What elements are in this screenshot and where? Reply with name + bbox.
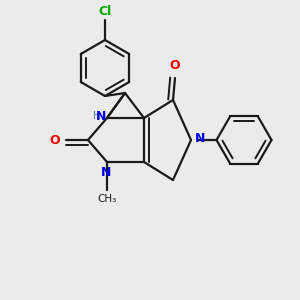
- Text: CH₃: CH₃: [98, 194, 117, 204]
- Text: O: O: [50, 134, 60, 146]
- Text: N: N: [96, 110, 106, 122]
- Text: O: O: [170, 59, 180, 72]
- Text: Cl: Cl: [98, 5, 112, 18]
- Text: N: N: [195, 133, 206, 146]
- Text: N: N: [101, 166, 111, 179]
- Text: H: H: [93, 111, 101, 121]
